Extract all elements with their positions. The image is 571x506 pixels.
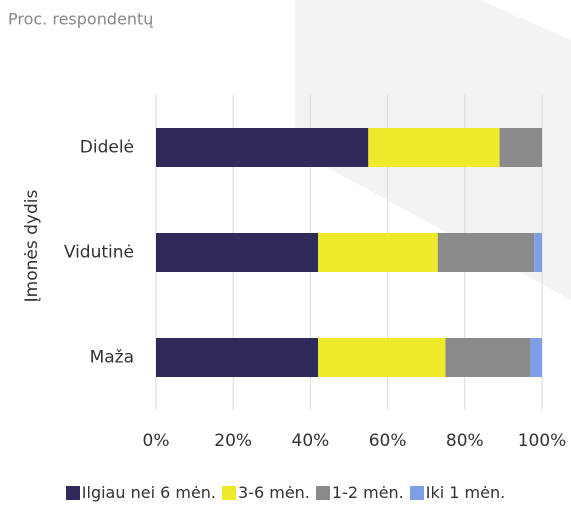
bar-segment [368, 128, 500, 167]
bar-segment [437, 233, 535, 272]
bar-segment [318, 338, 446, 377]
legend-swatch [315, 485, 330, 500]
bar-segment [156, 128, 369, 167]
legend-item: 3-6 mėn. [222, 483, 310, 502]
bar-segment [156, 338, 319, 377]
x-tick-label: 20% [214, 431, 252, 451]
x-tick-label: 60% [369, 431, 407, 451]
legend-label: Iki 1 mėn. [425, 483, 506, 502]
bar-segment [499, 128, 542, 167]
legend-label: 3-6 mėn. [238, 483, 310, 502]
y-tick-label: Vidutinė [64, 243, 134, 263]
bar-segment [318, 233, 438, 272]
bar-segment [156, 233, 319, 272]
legend-swatch [222, 485, 237, 500]
x-tick-label: 40% [292, 431, 330, 451]
legend-swatch [409, 485, 424, 500]
legend-swatch [65, 485, 80, 500]
bar-segment [534, 233, 542, 272]
legend-item: Ilgiau nei 6 mėn. [65, 483, 217, 502]
bar-segment [445, 338, 531, 377]
x-tick-label: 100% [518, 431, 567, 451]
legend-item: Iki 1 mėn. [409, 483, 506, 502]
chart-title: Proc. respondentų [8, 10, 153, 29]
y-tick-label: Didelė [80, 138, 134, 158]
x-tick-label: 0% [143, 431, 170, 451]
legend-item: 1-2 mėn. [315, 483, 404, 502]
bar-segment [530, 338, 542, 377]
legend-label: 1-2 mėn. [331, 483, 404, 502]
x-tick-label: 80% [446, 431, 484, 451]
y-tick-label: Maža [90, 348, 134, 368]
legend: Ilgiau nei 6 mėn. 3-6 mėn. 1-2 mėn. Iki 1 m… [0, 483, 571, 502]
y-axis-label: Įmonės dydis [22, 190, 42, 303]
legend-label: Ilgiau nei 6 mėn. [81, 483, 217, 502]
